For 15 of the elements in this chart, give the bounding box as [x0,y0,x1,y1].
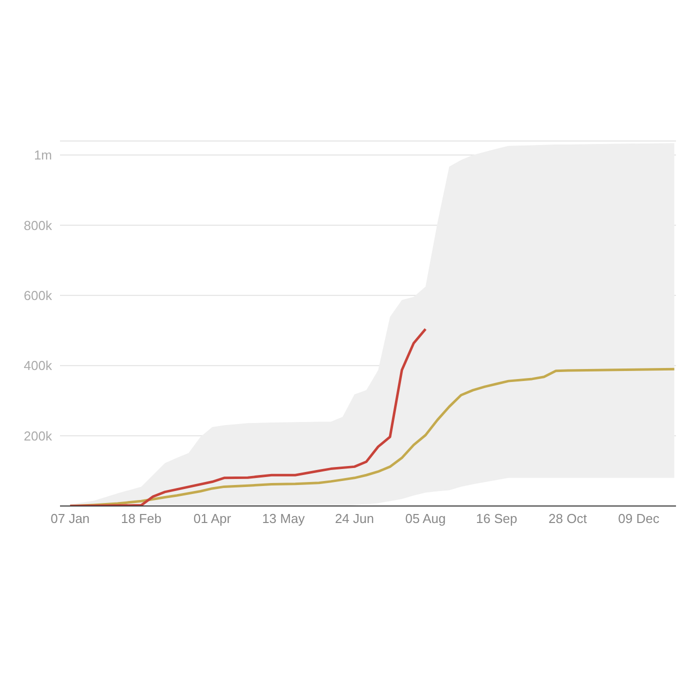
x-tick-label: 09 Dec [618,511,660,526]
y-tick-label: 800k [24,218,52,233]
x-tick-label: 13 May [262,511,306,526]
x-tick-label: 01 Apr [194,511,232,526]
x-tick-label: 16 Sep [476,511,518,526]
y-tick-label: 1m [34,148,52,163]
line-series [68,328,427,506]
x-tick-label: 07 Jan [50,511,90,526]
y-tick-label: 400k [24,358,52,374]
x-tick-label: 24 Jun [334,511,374,526]
x-tick-label: 28 Oct [548,511,588,526]
y-tick-label: 600k [24,288,52,304]
x-tick-label: 05 Aug [405,511,446,526]
x-tick-label: 18 Feb [120,511,162,526]
y-tick-label: 200k [24,428,52,444]
